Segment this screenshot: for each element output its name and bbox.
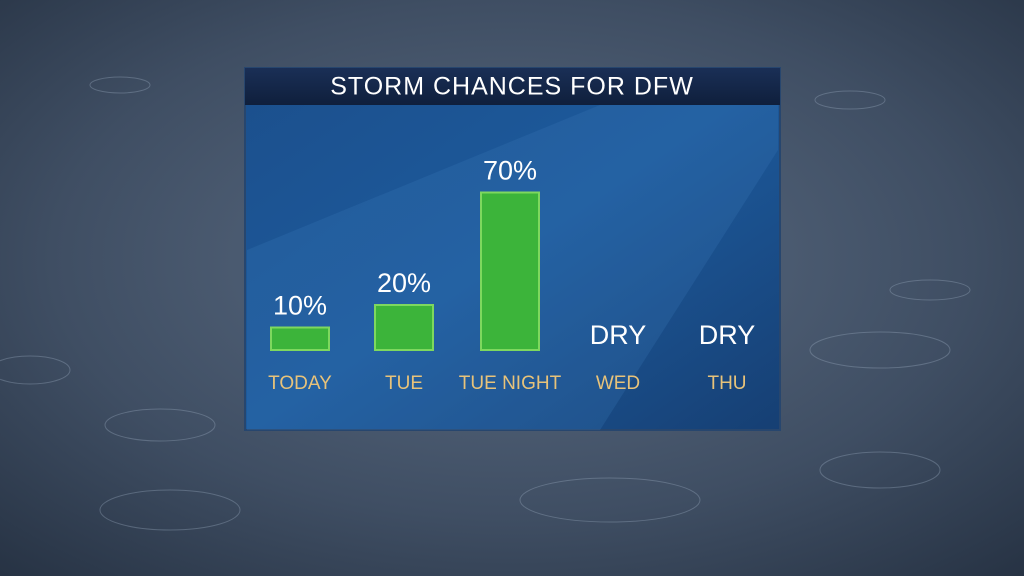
category-label: TODAY (268, 373, 332, 394)
value-label: 20% (377, 268, 431, 298)
value-label: 10% (273, 291, 327, 321)
chart-title: STORM CHANCES FOR DFW (330, 73, 694, 101)
bar (374, 304, 434, 351)
value-label: DRY (699, 320, 756, 350)
category-label: WED (596, 373, 640, 394)
ripples (0, 76, 971, 531)
category-label: THU (707, 373, 746, 394)
category-label: TUE (385, 373, 423, 394)
bar (480, 191, 540, 351)
bar (270, 326, 330, 351)
value-label: DRY (590, 320, 647, 350)
title-bar (245, 68, 780, 105)
value-label: 70% (483, 156, 537, 186)
category-label: TUE NIGHT (459, 373, 562, 394)
